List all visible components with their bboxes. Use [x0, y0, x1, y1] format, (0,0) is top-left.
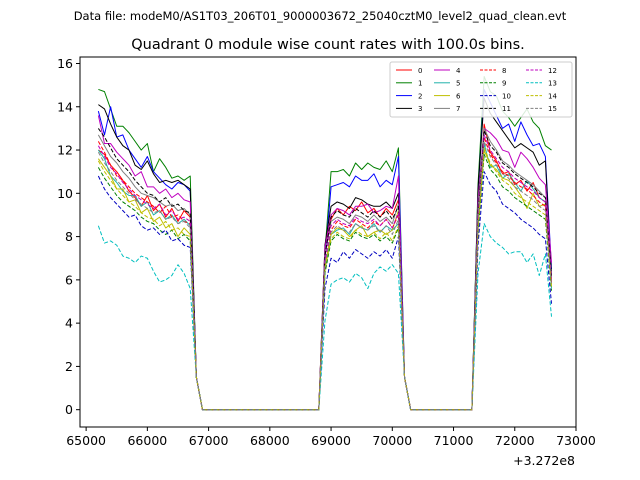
y-tick-label: 6 [65, 272, 73, 287]
x-tick-label: 69000 [311, 433, 351, 448]
legend-label-13: 13 [548, 80, 557, 88]
y-tick-label: 16 [57, 56, 73, 71]
legend-label-4: 4 [456, 67, 461, 75]
x-tick-label: 67000 [189, 433, 229, 448]
series-line-4 [97, 115, 553, 411]
legend-label-14: 14 [548, 92, 557, 100]
y-tick-label: 10 [57, 186, 73, 201]
series-line-11 [97, 128, 553, 411]
legend-label-5: 5 [456, 80, 460, 88]
x-tick-label: 70000 [372, 433, 412, 448]
series-line-8 [97, 136, 553, 411]
legend-label-0: 0 [418, 67, 422, 75]
x-tick-label: 71000 [434, 433, 474, 448]
y-tick-label: 14 [57, 99, 73, 114]
plot-area [97, 75, 553, 411]
y-tick-label: 4 [65, 316, 73, 331]
legend-label-3: 3 [418, 105, 422, 113]
series-line-7 [97, 127, 553, 411]
y-tick-label: 12 [57, 143, 73, 158]
x-axis: 65000 66000 67000 68000 69000 70000 71000 72000… [66, 427, 596, 448]
series-line-12 [97, 134, 553, 411]
y-axis: 0 2 4 6 8 10 12 14 16 [57, 56, 80, 417]
y-tick-label: 8 [65, 229, 73, 244]
y-tick-label: 2 [65, 359, 73, 374]
series-line-2 [97, 88, 553, 411]
x-tick-label: 73000 [556, 433, 596, 448]
legend-label-11: 11 [502, 105, 511, 113]
legend-label-2: 2 [418, 92, 422, 100]
series-line-15 [97, 140, 553, 411]
series-line-10 [97, 171, 553, 411]
legend-label-10: 10 [502, 92, 511, 100]
legend-label-15: 15 [548, 105, 557, 113]
x-tick-label: 66000 [127, 433, 167, 448]
x-axis-offset-label: +3.272e8 [513, 453, 575, 468]
data-file-label: Data file: modeM0/AS1T03_206T01_90000036… [74, 9, 567, 23]
series-line-3 [98, 97, 553, 411]
legend-label-9: 9 [502, 80, 506, 88]
series-line-13 [97, 223, 553, 411]
legend-label-8: 8 [502, 67, 506, 75]
axes-frame [79, 56, 577, 428]
legend-box [389, 61, 573, 118]
x-tick-label: 72000 [495, 433, 535, 448]
y-tick-label: 0 [65, 402, 73, 417]
legend-label-7: 7 [456, 105, 460, 113]
legend-label-6: 6 [456, 92, 461, 100]
series-line-9 [97, 153, 553, 411]
legend-label-12: 12 [548, 67, 557, 75]
x-tick-label: 65000 [66, 433, 106, 448]
x-tick-label: 68000 [250, 433, 290, 448]
series-line-14 [97, 147, 553, 411]
legend-label-1: 1 [418, 80, 422, 88]
chart-title: Quadrant 0 module wise count rates with … [131, 37, 525, 53]
